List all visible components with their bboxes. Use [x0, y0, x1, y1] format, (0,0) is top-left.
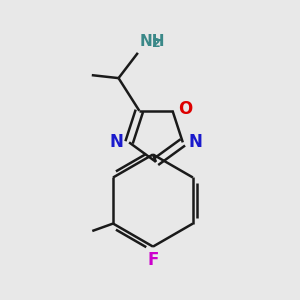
Text: NH: NH [139, 34, 165, 49]
Text: 2: 2 [152, 38, 161, 50]
Text: O: O [178, 100, 192, 118]
Text: F: F [147, 251, 159, 269]
Text: N: N [110, 134, 124, 152]
Text: N: N [188, 134, 202, 152]
